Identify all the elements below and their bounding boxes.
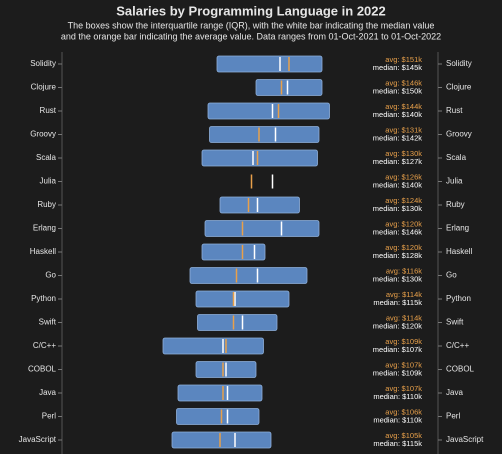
category-label: Go xyxy=(45,271,56,280)
category-label: Swift xyxy=(446,318,464,327)
iqr-box xyxy=(255,79,323,96)
iqr-box xyxy=(204,220,320,237)
iqr-box xyxy=(209,126,320,143)
category-label: Julia xyxy=(40,177,57,186)
average-label: avg: $120k xyxy=(385,219,422,228)
category-label: Rust xyxy=(40,106,57,115)
median-label: median: $140k xyxy=(373,110,422,119)
category-label: Haskell xyxy=(30,247,56,256)
median-label: median: $115k xyxy=(373,439,422,448)
median-label: median: $128k xyxy=(373,251,422,260)
average-label: avg: $131k xyxy=(385,125,422,134)
category-label: JavaScript xyxy=(446,435,484,444)
category-label: Ruby xyxy=(37,200,56,209)
average-label: avg: $107k xyxy=(385,384,422,393)
category-label: Ruby xyxy=(446,200,465,209)
category-label: Haskell xyxy=(446,247,472,256)
median-label: median: $115k xyxy=(373,298,422,307)
category-label: Perl xyxy=(42,412,56,421)
iqr-box xyxy=(201,149,318,167)
category-label: Go xyxy=(446,271,457,280)
iqr-box xyxy=(216,55,323,73)
iqr-box xyxy=(176,408,260,425)
average-label: avg: $114k xyxy=(386,313,422,322)
chart-subtitle: The boxes show the interquartile range (… xyxy=(68,20,435,30)
category-label: Groovy xyxy=(446,130,472,139)
iqr-box xyxy=(162,337,264,355)
category-label: Rust xyxy=(446,106,463,115)
median-label: median: $142k xyxy=(373,133,422,142)
category-label: Java xyxy=(39,388,56,397)
iqr-box xyxy=(171,431,272,449)
average-label: avg: $109k xyxy=(385,337,422,346)
category-label: Scala xyxy=(446,153,467,162)
iqr-box xyxy=(197,314,278,331)
median-label: median: $150k xyxy=(373,86,422,95)
iqr-box xyxy=(195,290,290,308)
median-label: median: $110k xyxy=(373,392,422,401)
category-label: Scala xyxy=(36,153,57,162)
average-label: avg: $107k xyxy=(385,360,422,369)
category-label: Java xyxy=(446,388,463,397)
average-label: avg: $130k xyxy=(385,149,422,158)
category-label: Python xyxy=(446,294,471,303)
median-label: median: $146k xyxy=(373,227,422,236)
median-label: median: $130k xyxy=(373,274,422,283)
average-label: avg: $105k xyxy=(385,431,422,440)
average-label: avg: $146k xyxy=(385,78,422,87)
category-label: COBOL xyxy=(28,365,57,374)
category-label: JavaScript xyxy=(19,435,57,444)
average-label: avg: $144k xyxy=(385,102,422,111)
average-label: avg: $106k xyxy=(385,407,422,416)
chart-title: Salaries by Programming Language in 2022 xyxy=(116,3,385,18)
category-label: Swift xyxy=(39,318,57,327)
category-label: Solidity xyxy=(446,59,472,68)
category-label: Solidity xyxy=(30,59,56,68)
median-label: median: $107k xyxy=(373,345,422,354)
median-label: median: $145k xyxy=(373,63,422,72)
chart-subtitle: and the orange bar indicating the averag… xyxy=(61,31,441,41)
iqr-box xyxy=(189,267,308,284)
average-label: avg: $116k xyxy=(386,266,422,275)
category-label: Erlang xyxy=(446,224,469,233)
category-label: COBOL xyxy=(446,365,475,374)
category-label: Clojure xyxy=(446,83,472,92)
median-label: median: $140k xyxy=(373,180,422,189)
average-label: avg: $120k xyxy=(385,243,422,252)
average-label: avg: $151k xyxy=(385,55,422,64)
category-label: Clojure xyxy=(31,83,57,92)
category-label: C/C++ xyxy=(446,341,469,350)
category-label: Erlang xyxy=(33,224,56,233)
iqr-box xyxy=(177,384,263,402)
iqr-box xyxy=(201,243,266,261)
median-label: median: $127k xyxy=(373,157,422,166)
average-label: avg: $114k xyxy=(386,290,422,299)
category-label: Perl xyxy=(446,412,460,421)
median-label: median: $130k xyxy=(373,204,422,213)
iqr-box xyxy=(219,196,300,214)
median-label: median: $110k xyxy=(373,415,422,424)
category-label: C/C++ xyxy=(33,341,56,350)
category-label: Python xyxy=(31,294,56,303)
iqr-box xyxy=(207,102,330,120)
median-label: median: $109k xyxy=(373,368,422,377)
category-label: Groovy xyxy=(30,130,56,139)
median-label: median: $120k xyxy=(373,321,422,330)
category-label: Julia xyxy=(446,177,463,186)
average-label: avg: $124k xyxy=(385,196,422,205)
average-label: avg: $126k xyxy=(385,172,422,181)
